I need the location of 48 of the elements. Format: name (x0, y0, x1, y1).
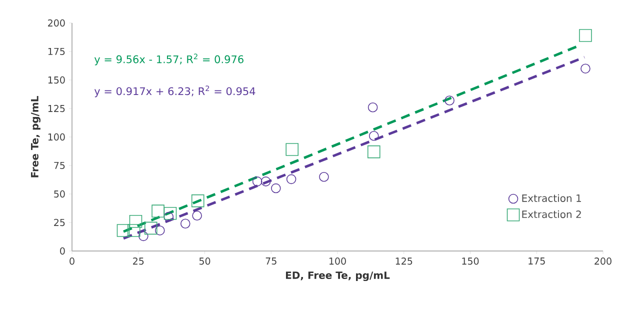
point (152, 204, 164, 218)
point (260, 176, 271, 186)
y-axis-title: Free Te, pg/mL (31, 96, 40, 178)
y-tick-label: 75 (54, 162, 65, 170)
point (368, 102, 378, 112)
point (192, 210, 202, 221)
y-tick-label: 150 (48, 76, 65, 84)
point (286, 174, 296, 184)
point (367, 145, 380, 158)
x-tick-label: 175 (528, 258, 545, 265)
annotation: y = 0.917x + 6.23; R$^{2}$ = 0.954 (94, 86, 256, 98)
y-tick-label: 50 (54, 190, 65, 198)
y-tick-label: 0 (60, 247, 65, 255)
point (579, 29, 592, 42)
point (580, 64, 590, 74)
y-tick-label: 200 (48, 19, 65, 27)
x-tick-label: 100 (329, 258, 346, 265)
x-axis-title: ED, Free Te, pg/mL (286, 272, 390, 282)
x-tick-label: 150 (462, 258, 479, 265)
y-tick-label: 100 (48, 133, 65, 141)
point (154, 226, 165, 236)
y-tick-label: 175 (48, 48, 65, 56)
point (319, 172, 329, 182)
point (116, 224, 130, 237)
point (191, 194, 204, 208)
point (164, 206, 177, 220)
y-tick-label: 125 (48, 104, 65, 112)
x-tick-label: 50 (199, 258, 210, 265)
point (164, 212, 174, 222)
annotation: y = 9.56x - 1.57; R$^{2}$ = 0.976 (94, 54, 244, 66)
point (368, 130, 379, 141)
point (286, 143, 299, 156)
point (444, 96, 454, 106)
x-tick-label: 0 (70, 258, 74, 265)
x-tick-label: 200 (594, 258, 612, 265)
point (127, 224, 140, 237)
legend-label: Extraction 2 (522, 210, 581, 218)
x-tick-label: 75 (266, 258, 276, 265)
x-tick-label: 125 (396, 258, 412, 265)
point (138, 231, 148, 242)
point (144, 222, 158, 235)
y-tick-label: 25 (54, 218, 65, 226)
legend-label: Extraction 1 (522, 194, 581, 202)
point (129, 214, 142, 228)
point (271, 183, 281, 194)
x-tick-label: 25 (133, 258, 144, 265)
point (180, 218, 190, 229)
point (252, 176, 262, 186)
